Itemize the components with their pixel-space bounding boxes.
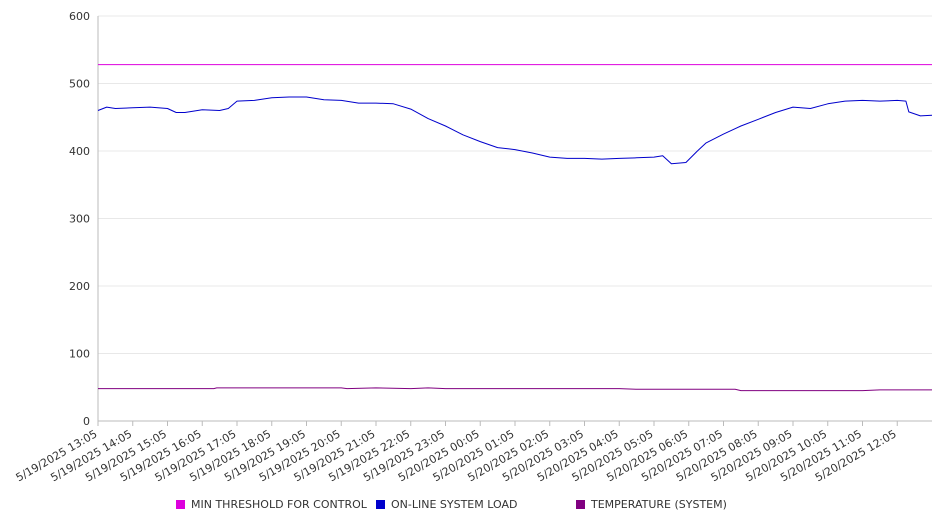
y-tick-label: 200 — [69, 280, 90, 293]
series-line-temperature-system — [98, 387, 932, 392]
legend-item-threshold[interactable]: MIN THRESHOLD FOR CONTROL — [176, 498, 367, 511]
series-line-on-line-system-load — [97, 96, 933, 165]
legend-swatch-temperature — [576, 500, 585, 509]
legend-item-temperature[interactable]: TEMPERATURE (SYSTEM) — [576, 498, 727, 511]
x-axis-ticks: 5/19/2025 13:055/19/2025 14:055/19/2025 … — [14, 421, 899, 484]
y-axis-ticks: 0 100 200 300 400 500 600 — [69, 10, 90, 428]
y-tick-label: 500 — [69, 78, 90, 91]
legend-label-threshold: MIN THRESHOLD FOR CONTROL — [191, 498, 367, 511]
y-tick-label: 300 — [69, 213, 90, 226]
grid-lines — [98, 15, 932, 354]
y-tick-label: 400 — [69, 145, 90, 158]
series-lines — [97, 64, 933, 392]
legend-item-load[interactable]: ON-LINE SYSTEM LOAD — [376, 498, 517, 511]
legend-swatch-threshold — [176, 500, 185, 509]
chart-legend: MIN THRESHOLD FOR CONTROL ON-LINE SYSTEM… — [0, 498, 946, 514]
y-tick-label: 600 — [69, 10, 90, 23]
legend-swatch-load — [376, 500, 385, 509]
legend-label-temperature: TEMPERATURE (SYSTEM) — [591, 498, 727, 511]
legend-label-load: ON-LINE SYSTEM LOAD — [391, 498, 518, 511]
y-tick-label: 0 — [83, 415, 90, 428]
y-tick-label: 100 — [69, 348, 90, 361]
